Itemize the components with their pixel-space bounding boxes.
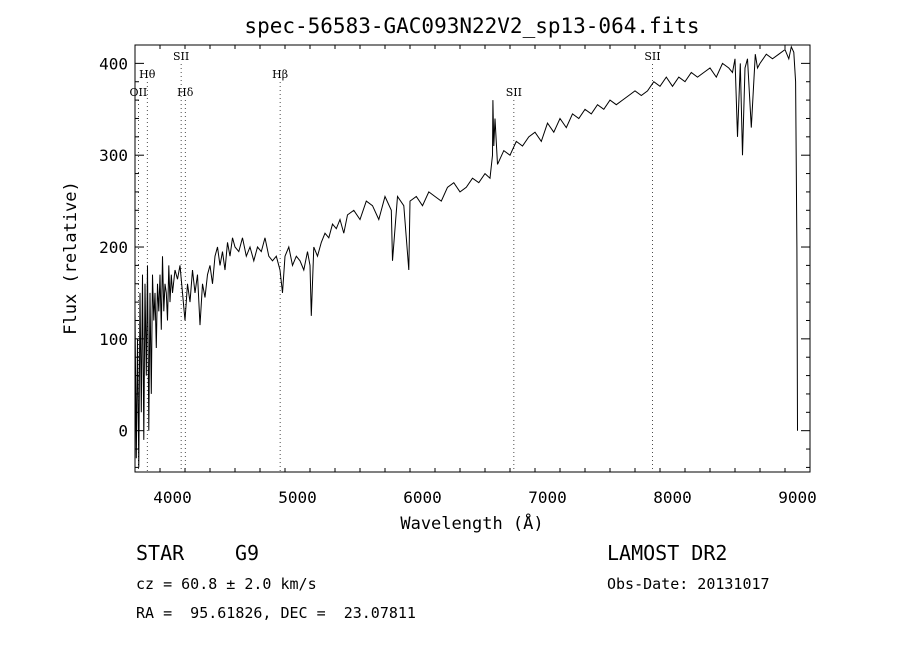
x-axis-label: Wavelength (Å) <box>400 512 543 534</box>
x-tick-label: 4000 <box>153 488 192 507</box>
y-tick-label: 0 <box>118 422 128 441</box>
line-marker-label: Hβ <box>272 68 288 81</box>
line-marker-label: SII <box>644 50 660 63</box>
coordinates: RA = 95.61826, DEC = 23.07811 <box>136 604 416 622</box>
observation-date: Obs-Date: 20131017 <box>607 575 770 593</box>
line-marker-label: SII <box>173 50 189 63</box>
chart-title: spec-56583-GAC093N22V2_sp13-064.fits <box>244 14 699 38</box>
object-subclass: G9 <box>235 541 260 565</box>
y-tick-label: 100 <box>99 330 128 349</box>
y-axis-ticks: 0 100 200 300 400 <box>99 44 810 468</box>
y-tick-label: 400 <box>99 54 128 73</box>
line-marker-label: OII <box>130 86 148 99</box>
line-markers: OII Hθ SII Hδ Hβ SII SII <box>130 50 661 472</box>
x-axis-ticks: 4000 5000 6000 7000 8000 9000 <box>134 45 817 507</box>
x-tick-label: 7000 <box>528 488 567 507</box>
x-tick-label: 9000 <box>778 488 817 507</box>
plot-frame <box>134 44 811 473</box>
line-marker-label: SII <box>506 86 522 99</box>
y-tick-label: 300 <box>99 146 128 165</box>
survey-name: LAMOST DR2 <box>607 541 728 565</box>
object-class: STAR <box>136 541 185 565</box>
spectrum-chart: spec-56583-GAC093N22V2_sp13-064.fits OII… <box>61 14 817 534</box>
line-marker-label: Hθ <box>139 68 156 81</box>
y-tick-label: 200 <box>99 238 128 257</box>
line-marker-label: Hδ <box>177 86 194 99</box>
x-tick-label: 5000 <box>278 488 317 507</box>
x-tick-label: 6000 <box>403 488 442 507</box>
spectrum-series-line <box>134 45 798 468</box>
y-axis-label: Flux (relative) <box>61 181 81 335</box>
redshift-cz: cz = 60.8 ± 2.0 km/s <box>136 575 317 593</box>
x-tick-label: 8000 <box>653 488 692 507</box>
